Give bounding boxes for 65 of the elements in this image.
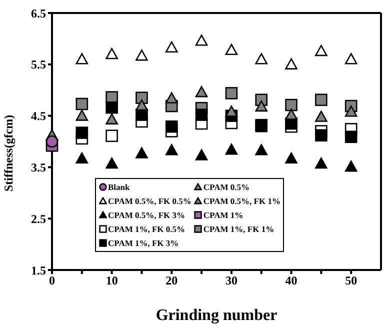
point (315, 94, 328, 106)
point (136, 147, 148, 158)
legend-label: Blank (108, 181, 130, 194)
legend-label: CPAM 1%, FK 0.5% (108, 223, 186, 236)
y-tick-label: 5.5 (31, 58, 46, 72)
y-tick-label: 6.5 (31, 6, 46, 20)
point (76, 98, 88, 110)
y-tick-label: 4.5 (31, 109, 46, 124)
point (165, 120, 178, 133)
point (225, 44, 238, 56)
point (255, 53, 268, 64)
point (46, 135, 58, 148)
x-tick-label: 30 (225, 274, 238, 288)
point (285, 58, 298, 70)
y-axis-title: Stiffness(gfcm) (1, 114, 16, 192)
point (225, 144, 238, 155)
point (344, 53, 358, 64)
point (76, 53, 88, 64)
point (165, 92, 178, 104)
point (255, 144, 268, 156)
x-tick-label: 10 (106, 274, 118, 288)
y-tick-label: 1.5 (31, 263, 46, 278)
legend-label: CPAM 1%, FK 1% (203, 223, 274, 236)
point (136, 50, 148, 61)
legend-label: CPAM 0.5%, FK 3% (108, 209, 186, 222)
point (315, 110, 328, 122)
legend-label: CPAM 1%, FK 3% (108, 237, 179, 250)
y-tick-label: 2.5 (31, 212, 46, 226)
point (76, 126, 88, 139)
x-tick-label: 20 (166, 274, 178, 288)
point (285, 98, 298, 112)
point (76, 110, 88, 121)
point (195, 34, 208, 46)
point (225, 87, 238, 100)
x-tick-label: 0 (49, 274, 55, 288)
point (315, 44, 328, 56)
point (195, 149, 208, 160)
point (344, 106, 358, 117)
y-tick-label: 3.5 (31, 160, 46, 174)
point (344, 160, 358, 172)
point (76, 152, 88, 164)
point (165, 41, 178, 52)
point (106, 48, 118, 60)
point (106, 130, 118, 142)
point (106, 157, 118, 169)
point (195, 108, 208, 121)
x-tick-label: 50 (345, 274, 358, 288)
legend-label: CPAM 1% (203, 209, 244, 222)
point (315, 129, 328, 142)
legend-label: CPAM 0.5% (203, 181, 250, 194)
point (195, 86, 208, 98)
point (136, 99, 148, 111)
point (165, 144, 178, 156)
x-tick-label: 40 (285, 274, 298, 288)
point (225, 106, 238, 117)
point (315, 157, 328, 169)
point (285, 152, 298, 164)
point (255, 100, 268, 112)
point (106, 101, 118, 114)
point (285, 108, 298, 120)
legend-label: CPAM 0.5%, FK 0.5% (108, 195, 192, 208)
legend-label: CPAM 0.5%, FK 1% (203, 195, 280, 208)
point (344, 130, 358, 144)
point (106, 113, 118, 124)
x-axis-title: Grinding number (156, 307, 278, 324)
